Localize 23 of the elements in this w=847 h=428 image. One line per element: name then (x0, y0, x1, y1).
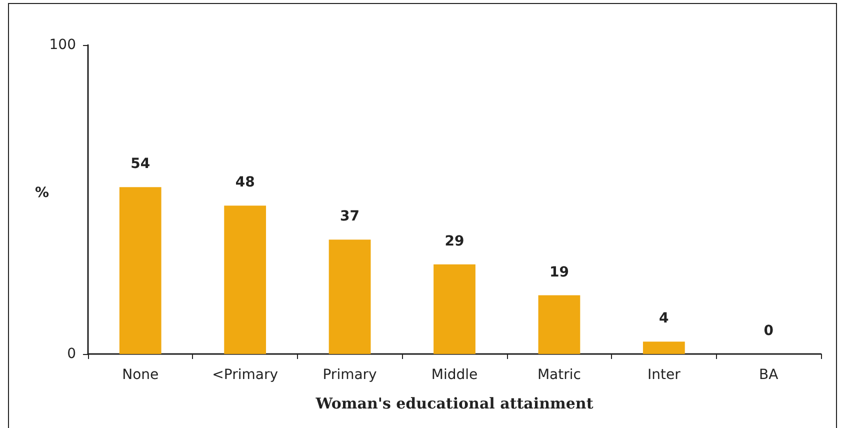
y-tick-label: 100 (49, 37, 76, 53)
x-axis-title: Woman's educational attainment (314, 394, 594, 412)
bar (224, 206, 266, 354)
data-label: 29 (444, 233, 464, 250)
bar (328, 240, 371, 354)
data-label: 4 (659, 310, 670, 327)
x-tick-label: BA (759, 367, 779, 383)
x-tick-label: Middle (431, 367, 478, 383)
bar (119, 187, 162, 354)
data-label: 19 (549, 264, 569, 280)
bar (642, 342, 685, 354)
x-tick-label: <Primary (212, 367, 278, 383)
bar (538, 295, 580, 354)
x-tick-label: Matric (537, 367, 581, 383)
data-label: 0 (764, 323, 774, 339)
bar (434, 264, 476, 354)
x-tick-label: Inter (647, 367, 681, 383)
y-axis-title: % (35, 185, 50, 201)
x-tick-label: Primary (322, 367, 377, 383)
x-tick-label: None (122, 367, 159, 383)
data-label: 37 (340, 208, 360, 225)
data-label: 54 (130, 156, 150, 172)
data-label: 48 (235, 174, 255, 191)
